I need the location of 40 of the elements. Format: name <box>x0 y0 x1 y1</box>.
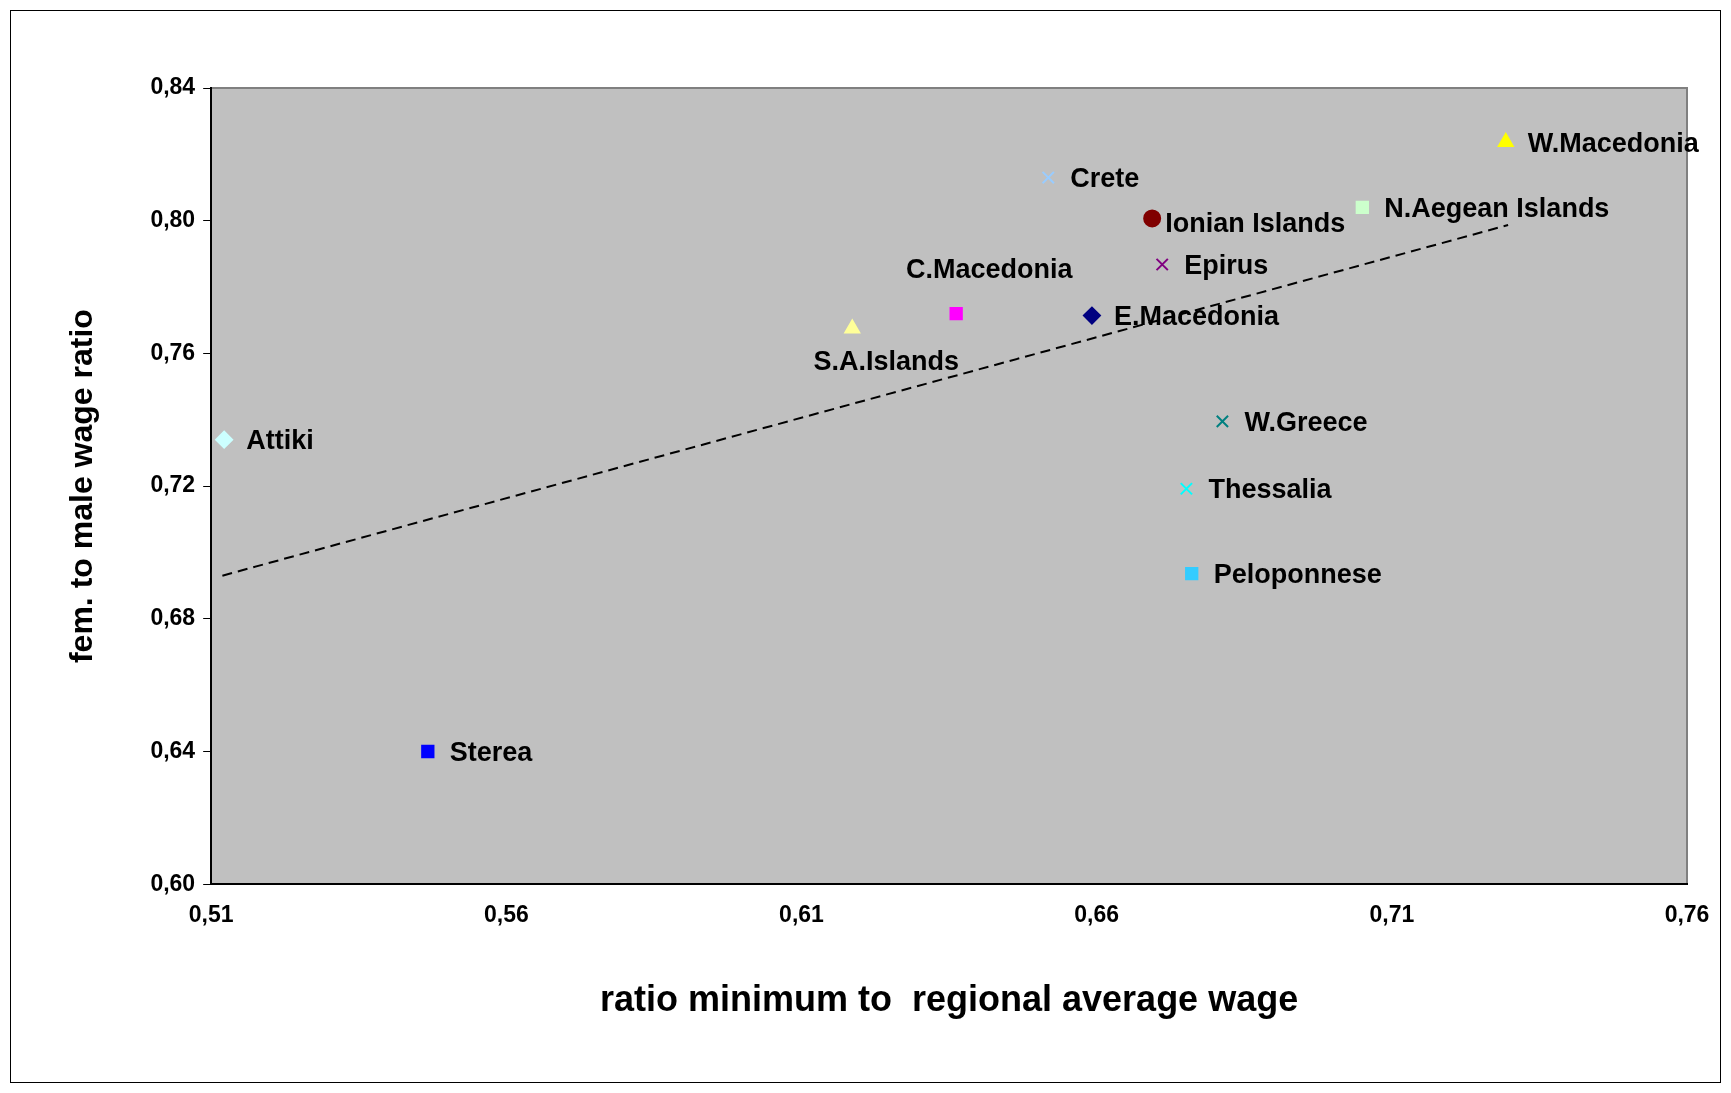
series-label: Epirus <box>1184 249 1269 280</box>
series-label: Peloponnese <box>1213 559 1382 590</box>
point <box>1185 567 1199 581</box>
x-tick-label: 0,56 <box>483 901 529 928</box>
y-axis-title: fem. to male wage ratio <box>63 309 100 664</box>
point <box>421 744 435 759</box>
y-tick-label: 0,76 <box>150 338 196 365</box>
x-tick-label: 0,76 <box>1664 901 1710 928</box>
y-tick-label: 0,72 <box>150 471 196 498</box>
point <box>1143 209 1162 228</box>
y-tick-label: 0,80 <box>150 206 196 233</box>
x-tick-label: 0,51 <box>188 901 234 928</box>
y-tick-label: 0,68 <box>150 604 196 631</box>
series-label: Sterea <box>449 736 534 767</box>
series-label: Crete <box>1070 163 1140 194</box>
series-label: N.Aegean Islands <box>1384 192 1610 223</box>
y-tick-label: 0,64 <box>150 736 196 763</box>
y-tick-label: 0,60 <box>150 869 196 896</box>
point <box>1179 482 1194 496</box>
point <box>215 430 234 449</box>
x-axis-title: ratio minimum to regional average wage <box>599 978 1299 1020</box>
series-label: W.Greece <box>1244 406 1368 437</box>
x-tick-label: 0,66 <box>1074 901 1120 928</box>
x-tick-label: 0,71 <box>1369 901 1415 928</box>
series-label: Thessalia <box>1208 474 1333 505</box>
series-label: W.Macedonia <box>1527 127 1700 158</box>
point <box>1355 200 1369 215</box>
series-label: S.A.Islands <box>813 345 960 376</box>
point <box>1215 414 1230 429</box>
y-tick-label: 0,84 <box>150 73 196 100</box>
point <box>844 319 861 334</box>
point <box>1082 306 1101 325</box>
point <box>1497 133 1514 148</box>
point <box>949 306 963 321</box>
point <box>1041 170 1055 185</box>
series-label: Attiki <box>246 425 314 456</box>
point <box>1155 257 1169 272</box>
series-label: Ionian Islands <box>1165 207 1346 238</box>
series-label: C.Macedonia <box>905 254 1074 285</box>
x-tick-label: 0,61 <box>779 901 825 928</box>
